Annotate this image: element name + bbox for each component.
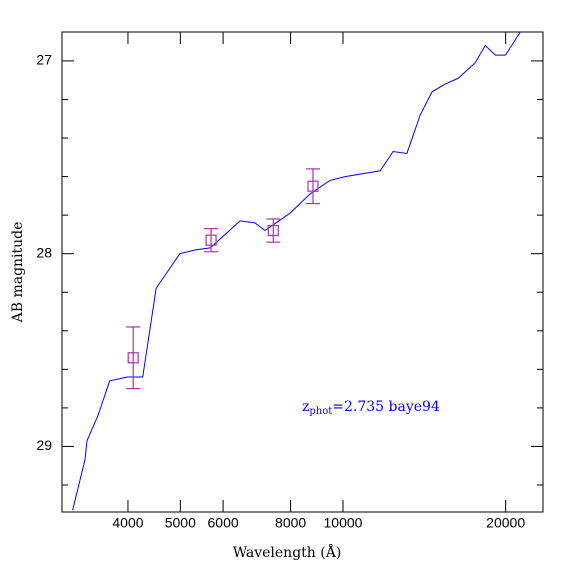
photometry-point — [307, 180, 319, 192]
y-axis-title: AB magnitude — [10, 222, 26, 324]
x-tick-label: 6000 — [208, 515, 239, 531]
y-tick-label: 28 — [36, 244, 52, 260]
model-spectrum — [72, 31, 521, 511]
x-tick-label: 20000 — [486, 515, 525, 531]
plot-frame — [61, 31, 544, 513]
x-tick-label: 8000 — [275, 515, 306, 531]
x-axis-title: Wavelength (Å) — [233, 543, 342, 561]
annotation: zphot=2.735 baye94 — [302, 399, 440, 417]
x-tick-label: 10000 — [324, 515, 363, 531]
x-tick-label: 4000 — [112, 515, 143, 531]
y-tick-label: 27 — [36, 52, 52, 68]
photometry-point — [205, 234, 217, 246]
annotation-rest: =2.735 baye94 — [332, 399, 440, 415]
photometry-point — [127, 352, 139, 364]
annotation-sub: phot — [309, 406, 332, 417]
annotation-main: z — [302, 399, 309, 415]
y-tick-label: 29 — [36, 437, 52, 453]
photometry-point — [267, 224, 279, 237]
x-tick-label: 5000 — [165, 515, 196, 531]
